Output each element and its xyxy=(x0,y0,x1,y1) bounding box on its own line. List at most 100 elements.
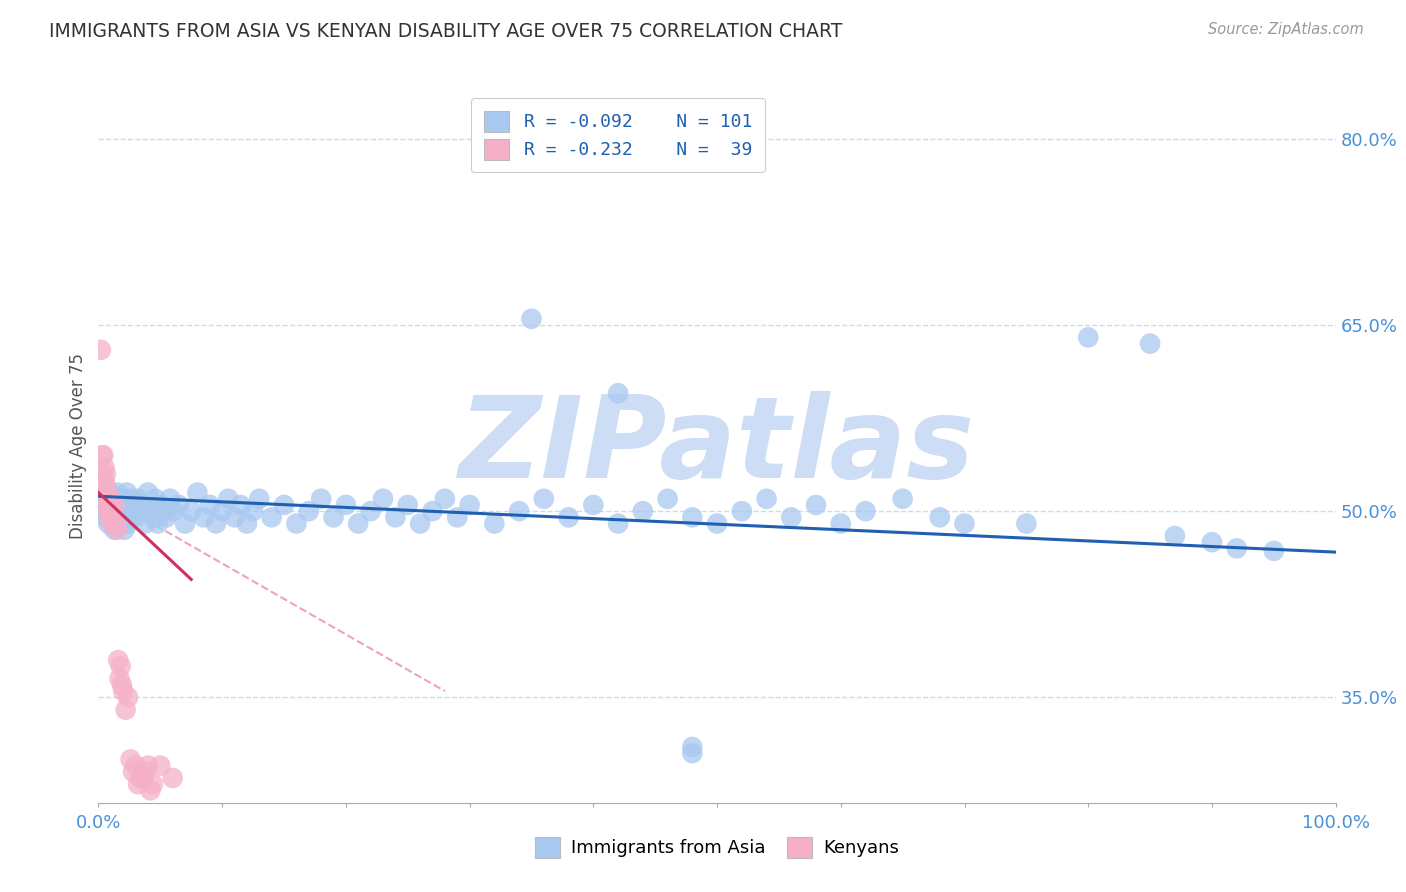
Point xyxy=(706,516,728,531)
Point xyxy=(484,516,506,531)
Point xyxy=(136,758,159,772)
Point xyxy=(121,491,143,506)
Point xyxy=(114,504,136,518)
Point xyxy=(96,485,118,500)
Point xyxy=(681,510,703,524)
Point xyxy=(1015,516,1038,531)
Point xyxy=(94,467,117,481)
Point xyxy=(122,764,145,779)
Point xyxy=(229,498,252,512)
Point xyxy=(91,467,114,481)
Point xyxy=(98,485,121,500)
Point xyxy=(273,498,295,512)
Point xyxy=(124,510,146,524)
Point xyxy=(112,523,135,537)
Point xyxy=(322,510,344,524)
Point xyxy=(120,510,142,524)
Point xyxy=(112,684,135,698)
Point xyxy=(155,510,177,524)
Point xyxy=(211,504,233,518)
Point xyxy=(104,516,127,531)
Point xyxy=(124,758,146,772)
Point xyxy=(409,516,432,531)
Point xyxy=(607,516,630,531)
Point xyxy=(520,311,543,326)
Point xyxy=(1263,544,1285,558)
Point xyxy=(396,498,419,512)
Point xyxy=(117,516,139,531)
Point xyxy=(98,510,121,524)
Point xyxy=(105,485,128,500)
Point xyxy=(508,504,530,518)
Point xyxy=(557,510,579,524)
Point xyxy=(309,491,332,506)
Point xyxy=(446,510,468,524)
Point xyxy=(142,510,165,524)
Point xyxy=(111,504,134,518)
Point xyxy=(360,504,382,518)
Point xyxy=(132,498,155,512)
Point xyxy=(681,746,703,760)
Point xyxy=(100,504,122,518)
Point xyxy=(1226,541,1249,556)
Point xyxy=(112,491,135,506)
Point xyxy=(149,498,172,512)
Point xyxy=(780,510,803,524)
Point xyxy=(217,491,239,506)
Point xyxy=(100,504,122,518)
Point xyxy=(142,777,165,791)
Point xyxy=(657,491,679,506)
Point xyxy=(115,485,138,500)
Point xyxy=(205,516,228,531)
Point xyxy=(928,510,950,524)
Point xyxy=(298,504,321,518)
Point xyxy=(93,460,115,475)
Point xyxy=(110,659,132,673)
Point xyxy=(120,752,142,766)
Point xyxy=(582,498,605,512)
Point xyxy=(198,498,221,512)
Point xyxy=(122,504,145,518)
Text: IMMIGRANTS FROM ASIA VS KENYAN DISABILITY AGE OVER 75 CORRELATION CHART: IMMIGRANTS FROM ASIA VS KENYAN DISABILIT… xyxy=(49,22,842,41)
Point xyxy=(1164,529,1187,543)
Point xyxy=(103,510,125,524)
Point xyxy=(107,516,129,531)
Point xyxy=(159,491,181,506)
Point xyxy=(458,498,481,512)
Point xyxy=(129,504,152,518)
Point xyxy=(129,771,152,785)
Point xyxy=(384,510,406,524)
Point xyxy=(422,504,444,518)
Y-axis label: Disability Age Over 75: Disability Age Over 75 xyxy=(69,353,87,539)
Point xyxy=(97,498,120,512)
Point xyxy=(1077,330,1099,344)
Text: ZIPatlas: ZIPatlas xyxy=(458,391,976,501)
Point xyxy=(193,510,215,524)
Point xyxy=(631,504,654,518)
Point xyxy=(180,504,202,518)
Point xyxy=(103,491,125,506)
Point xyxy=(96,491,118,506)
Point xyxy=(260,510,283,524)
Point xyxy=(242,504,264,518)
Point xyxy=(1139,336,1161,351)
Point xyxy=(830,516,852,531)
Point xyxy=(174,516,197,531)
Point xyxy=(103,523,125,537)
Point xyxy=(118,498,141,512)
Point xyxy=(607,386,630,401)
Point xyxy=(108,498,131,512)
Point xyxy=(93,448,115,462)
Point xyxy=(371,491,394,506)
Point xyxy=(285,516,308,531)
Point xyxy=(104,504,127,518)
Point xyxy=(93,491,115,506)
Point xyxy=(108,672,131,686)
Point xyxy=(97,504,120,518)
Point xyxy=(100,491,122,506)
Point xyxy=(94,510,117,524)
Point xyxy=(97,516,120,531)
Point xyxy=(162,504,184,518)
Point xyxy=(96,498,118,512)
Point xyxy=(93,473,115,487)
